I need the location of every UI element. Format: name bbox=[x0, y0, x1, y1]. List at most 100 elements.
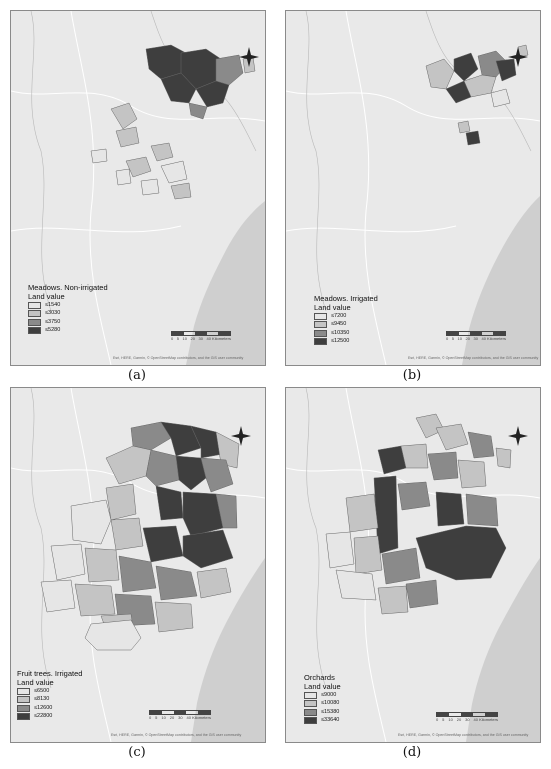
legend-entry: ≤8130 bbox=[17, 696, 82, 705]
map-canvas-a bbox=[11, 11, 265, 365]
legend-title: Meadows. Irrigated bbox=[314, 294, 378, 303]
legend-title: Meadows. Non-irrigated bbox=[28, 283, 108, 292]
legend-entry: ≤10350 bbox=[314, 329, 378, 338]
scale-tick: 40 Kilometers bbox=[206, 336, 231, 341]
figure-caption: (a) bbox=[128, 368, 146, 383]
map-panel-b: Meadows. Irrigated Land value ≤7200 ≤945… bbox=[285, 10, 541, 366]
legend-entry: ≤1540 bbox=[28, 301, 108, 310]
legend-entry: ≤5280 bbox=[28, 327, 108, 336]
legend: Meadows. Irrigated Land value ≤7200 ≤945… bbox=[314, 294, 378, 346]
scale-tick: 5 bbox=[442, 717, 445, 722]
map-panel-a: Meadows. Non-irrigated Land value ≤1540 … bbox=[10, 10, 266, 366]
legend-subtitle: Land value bbox=[314, 303, 351, 312]
municipality-polygons bbox=[425, 44, 529, 146]
scale-tick: 40 Kilometers bbox=[186, 715, 211, 720]
scale-tick: 0 bbox=[149, 715, 152, 720]
map-canvas-c bbox=[11, 388, 265, 742]
legend-swatch bbox=[314, 312, 327, 320]
legend-title: Fruit trees. Irrigated bbox=[17, 669, 83, 678]
compass-north-icon bbox=[231, 426, 251, 446]
municipality-polygons bbox=[325, 413, 512, 615]
legend-subtitle: Land value bbox=[28, 292, 65, 301]
legend-subtitle: Land value bbox=[17, 678, 54, 687]
figure-caption: (c) bbox=[128, 745, 146, 760]
scale-tick: 5 bbox=[451, 336, 454, 341]
legend-label: ≤3750 bbox=[45, 318, 61, 325]
legend-swatch bbox=[17, 696, 30, 704]
scale-tick: 5 bbox=[155, 715, 158, 720]
sea-area bbox=[466, 558, 540, 742]
legend-entry: ≤9450 bbox=[314, 321, 378, 330]
scale-tick: 30 bbox=[178, 715, 183, 720]
legend-entry: ≤22800 bbox=[17, 713, 82, 722]
legend-label: ≤3030 bbox=[45, 310, 61, 317]
legend-entry: ≤15380 bbox=[304, 708, 341, 717]
scale-tick: 10 bbox=[182, 336, 187, 341]
legend-entry: ≤6500 bbox=[17, 687, 82, 696]
scale-tick: 20 bbox=[465, 336, 470, 341]
legend-label: ≤9450 bbox=[331, 321, 347, 328]
legend-entry: ≤33640 bbox=[304, 717, 341, 726]
legend-subtitle: Land value bbox=[304, 682, 341, 691]
scale-bar: 0 5 10 20 30 40 Kilometers bbox=[149, 710, 211, 720]
legend-title: Orchards bbox=[304, 673, 335, 682]
map-attribution: Esri, HERE, Garmin, © OpenStreetMap cont… bbox=[408, 356, 539, 360]
scale-tick: 0 bbox=[436, 717, 439, 722]
scale-bar: 0 5 10 20 30 40 Kilometers bbox=[436, 712, 498, 722]
municipality-polygons bbox=[40, 421, 240, 651]
legend-label: ≤33640 bbox=[321, 717, 340, 724]
scale-bar: 0 5 10 20 30 40 Kilometers bbox=[171, 331, 231, 341]
legend-label: ≤6500 bbox=[34, 687, 50, 694]
legend-label: ≤15380 bbox=[321, 708, 340, 715]
scale-bar: 0 5 10 20 30 40 Kilometers bbox=[446, 331, 506, 341]
legend-swatch bbox=[28, 301, 41, 309]
sea-area bbox=[186, 201, 265, 365]
road-network bbox=[11, 11, 265, 365]
legend-entry: ≤3750 bbox=[28, 318, 108, 327]
scale-tick: 10 bbox=[161, 715, 166, 720]
legend: Fruit trees. Irrigated Land value ≤6500 … bbox=[17, 669, 82, 721]
scale-tick: 5 bbox=[176, 336, 179, 341]
legend-label: ≤5280 bbox=[45, 327, 61, 334]
scale-tick: 20 bbox=[456, 717, 462, 722]
legend-swatch bbox=[17, 687, 30, 695]
scale-tick: 10 bbox=[457, 336, 462, 341]
scale-tick: 20 bbox=[190, 336, 195, 341]
legend-swatch bbox=[28, 318, 41, 326]
compass-north-icon bbox=[239, 47, 259, 67]
compass-north-icon bbox=[508, 47, 528, 67]
legend-label: ≤1540 bbox=[45, 301, 61, 308]
scale-tick: 20 bbox=[169, 715, 175, 720]
figure-caption: (d) bbox=[402, 745, 422, 760]
legend-label: ≤10350 bbox=[331, 329, 350, 336]
legend-swatch bbox=[28, 310, 41, 318]
legend-swatch bbox=[314, 329, 327, 337]
legend-swatch bbox=[304, 717, 317, 725]
legend-swatch bbox=[304, 691, 317, 699]
legend-label: ≤9000 bbox=[321, 691, 337, 698]
map-panel-c: Fruit trees. Irrigated Land value ≤6500 … bbox=[10, 387, 266, 743]
legend: Orchards Land value ≤9000 ≤10080 ≤15380 … bbox=[304, 673, 341, 725]
legend-swatch bbox=[304, 700, 317, 708]
municipality-polygons bbox=[90, 44, 256, 200]
scale-tick: 0 bbox=[446, 336, 449, 341]
map-canvas-d bbox=[286, 388, 540, 742]
legend-label: ≤8130 bbox=[34, 696, 50, 703]
legend-label: ≤12600 bbox=[34, 704, 53, 711]
legend-label: ≤7200 bbox=[331, 312, 347, 319]
map-attribution: Esri, HERE, Garmin, © OpenStreetMap cont… bbox=[398, 733, 529, 737]
scale-tick: 40 Kilometers bbox=[481, 336, 506, 341]
legend-swatch bbox=[304, 708, 317, 716]
map-panel-d: Orchards Land value ≤9000 ≤10080 ≤15380 … bbox=[285, 387, 541, 743]
scale-tick: 10 bbox=[448, 717, 453, 722]
legend-swatch bbox=[314, 338, 327, 346]
map-attribution: Esri, HERE, Garmin, © OpenStreetMap cont… bbox=[111, 733, 242, 737]
legend-entry: ≤12500 bbox=[314, 338, 378, 347]
legend-swatch bbox=[28, 327, 41, 335]
scale-tick: 30 bbox=[473, 336, 478, 341]
legend-swatch bbox=[17, 704, 30, 712]
scale-tick: 0 bbox=[171, 336, 174, 341]
road-network bbox=[286, 11, 540, 365]
legend-entry: ≤10080 bbox=[304, 700, 341, 709]
legend-swatch bbox=[314, 321, 327, 329]
